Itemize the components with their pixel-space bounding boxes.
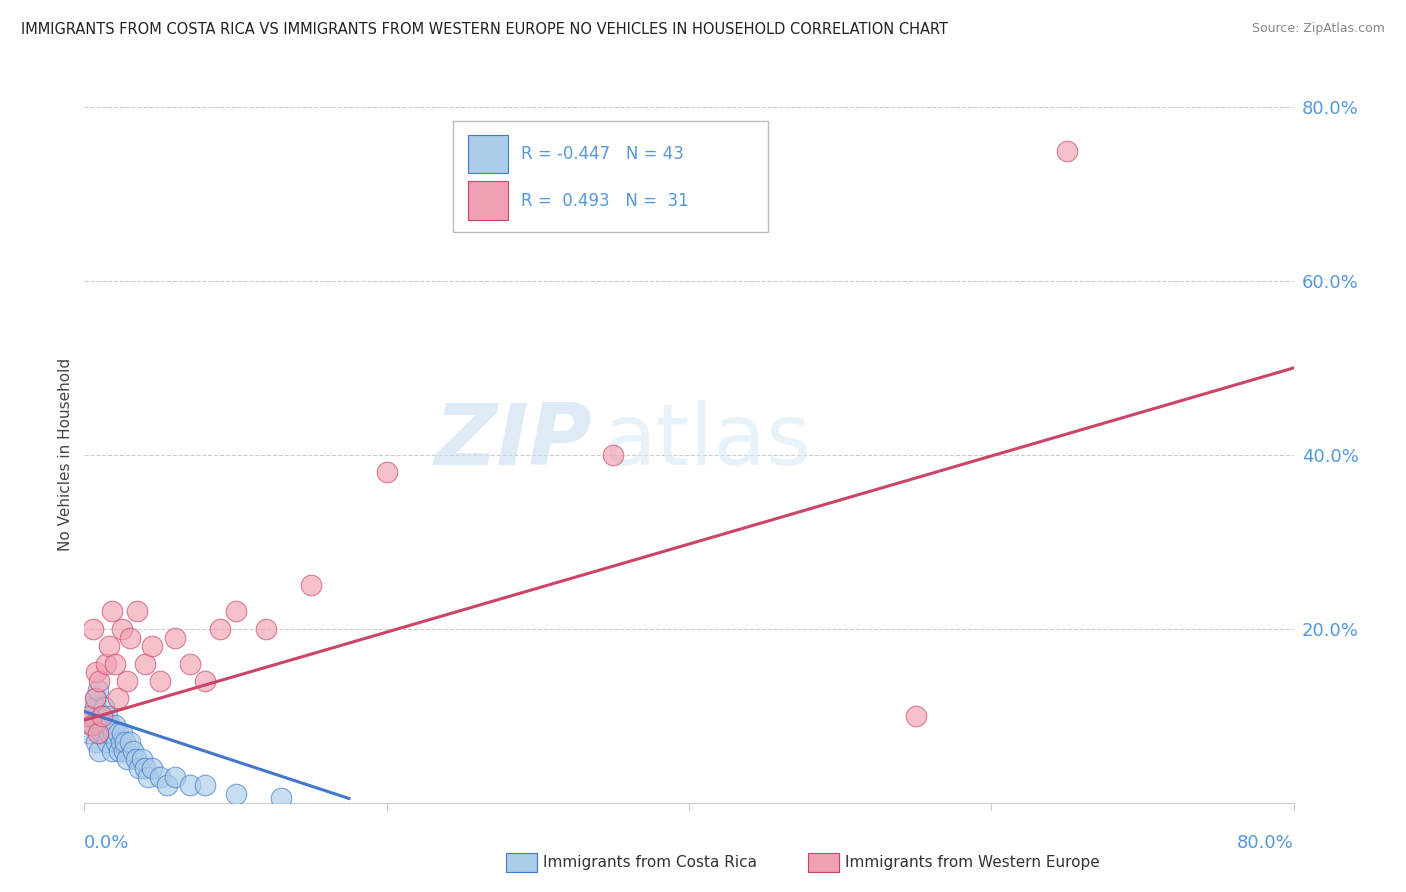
Text: atlas: atlas [605,400,813,483]
Text: Source: ZipAtlas.com: Source: ZipAtlas.com [1251,22,1385,36]
Point [225,787,247,801]
Point [91,726,114,740]
Point [128,761,150,775]
Point [86,665,108,680]
Point [86,691,108,706]
Point [96,735,118,749]
Point [299,578,322,592]
Point [118,631,141,645]
FancyBboxPatch shape [453,121,768,232]
Point [89,674,111,689]
Point [209,622,232,636]
Point [194,778,217,792]
Point [225,605,247,619]
Point [110,735,132,749]
Point [125,752,148,766]
Point [82,708,104,723]
Point [100,744,122,758]
Point [107,691,129,706]
Point [77,726,100,740]
Point [134,657,156,671]
Point [118,735,141,749]
Point [149,674,172,689]
Point [77,708,100,723]
Point [131,752,153,766]
Text: Immigrants from Costa Rica: Immigrants from Costa Rica [543,855,756,870]
Point [112,744,135,758]
Point [141,761,163,775]
Point [375,466,398,480]
Point [134,761,156,775]
Point [111,622,134,636]
Point [86,735,108,749]
Point [104,657,127,671]
Point [136,770,159,784]
Text: 80.0%: 80.0% [1237,834,1294,852]
Point [179,657,201,671]
Point [91,708,114,723]
Point [1056,144,1078,158]
Point [84,700,107,714]
Point [163,631,186,645]
Point [94,657,117,671]
FancyBboxPatch shape [468,135,508,173]
FancyBboxPatch shape [468,181,508,219]
Point [127,605,149,619]
Point [115,752,138,766]
Point [96,708,118,723]
Point [80,717,103,731]
Y-axis label: No Vehicles in Household: No Vehicles in Household [58,359,73,551]
Point [904,708,927,723]
Text: 0.0%: 0.0% [84,834,129,852]
Point [179,778,201,792]
Point [87,726,110,740]
Point [163,770,186,784]
Point [104,717,127,731]
Point [108,744,131,758]
Point [98,717,121,731]
Point [114,735,136,749]
Point [156,778,179,792]
Point [194,674,217,689]
Point [254,622,277,636]
Point [141,639,163,653]
Point [90,708,112,723]
Point [107,726,129,740]
Point [100,605,122,619]
Point [115,674,138,689]
Point [101,726,124,740]
Point [97,639,120,653]
Point [87,682,110,697]
Point [97,726,120,740]
Point [84,691,107,706]
Text: Immigrants from Western Europe: Immigrants from Western Europe [845,855,1099,870]
Point [270,791,292,805]
Point [105,735,128,749]
Point [94,717,117,731]
Point [121,744,143,758]
Text: R = -0.447   N = 43: R = -0.447 N = 43 [520,145,683,163]
Point [89,744,111,758]
Point [111,726,134,740]
Text: IMMIGRANTS FROM COSTA RICA VS IMMIGRANTS FROM WESTERN EUROPE NO VEHICLES IN HOUS: IMMIGRANTS FROM COSTA RICA VS IMMIGRANTS… [21,22,948,37]
Point [93,700,115,714]
Point [89,717,111,731]
Point [149,770,172,784]
Text: R =  0.493   N =  31: R = 0.493 N = 31 [520,192,689,210]
Point [82,622,104,636]
Point [602,448,624,462]
Text: ZIP: ZIP [434,400,592,483]
Point [80,717,103,731]
